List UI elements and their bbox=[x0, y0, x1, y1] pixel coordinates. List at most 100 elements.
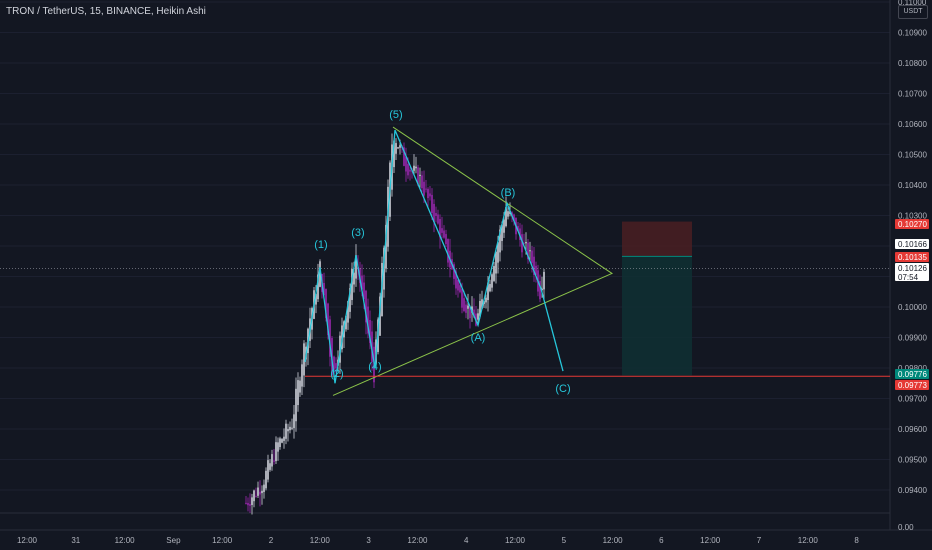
candle-body bbox=[489, 284, 491, 292]
candle bbox=[323, 272, 325, 297]
candle-body bbox=[447, 239, 449, 263]
candle-body bbox=[459, 285, 461, 293]
candle bbox=[275, 436, 277, 464]
candle bbox=[409, 166, 411, 181]
candle-body bbox=[521, 234, 523, 253]
candle-body bbox=[397, 147, 399, 149]
price-tag-bg bbox=[895, 239, 929, 249]
candle-body bbox=[287, 429, 289, 432]
candle-body bbox=[345, 315, 347, 330]
y-tick-label: 0.11000 bbox=[898, 0, 927, 7]
candle bbox=[457, 277, 459, 298]
candle-body bbox=[409, 169, 411, 172]
candle-body bbox=[315, 293, 317, 305]
candle bbox=[493, 262, 495, 283]
candle-body bbox=[433, 203, 435, 223]
candle bbox=[435, 206, 437, 223]
candle-body bbox=[291, 427, 293, 429]
price-tag-label: 0.10135 bbox=[898, 253, 927, 262]
candle-body bbox=[465, 304, 467, 313]
candle-body bbox=[543, 271, 545, 290]
candle-body bbox=[443, 230, 445, 238]
candle bbox=[249, 493, 251, 514]
y-tick-label: 0.09900 bbox=[898, 334, 927, 343]
candle-body bbox=[319, 261, 321, 287]
candle bbox=[303, 340, 305, 388]
y-tick-label: 0.10600 bbox=[898, 120, 927, 129]
x-tick-label: Sep bbox=[166, 536, 181, 545]
candle-body bbox=[277, 442, 279, 452]
x-tick-label: 12:00 bbox=[310, 536, 331, 545]
chart-title: TRON / TetherUS, 15, BINANCE, Heikin Ash… bbox=[6, 6, 206, 17]
candle-body bbox=[525, 242, 527, 244]
candle bbox=[273, 449, 275, 465]
candle-body bbox=[351, 268, 353, 300]
y-tick-label: 0.10900 bbox=[898, 29, 927, 38]
candle bbox=[259, 480, 261, 507]
currency-badge[interactable]: USDT bbox=[898, 5, 928, 19]
candle-body bbox=[249, 504, 251, 506]
wave-label: (5) bbox=[389, 109, 402, 121]
candle bbox=[369, 310, 371, 350]
candle-body bbox=[501, 224, 503, 241]
candle bbox=[469, 307, 471, 329]
candle bbox=[291, 418, 293, 431]
candle bbox=[527, 238, 529, 264]
y-tick-label: 0.09400 bbox=[898, 486, 927, 495]
candle-body bbox=[299, 380, 301, 393]
candle bbox=[477, 308, 479, 324]
candle bbox=[441, 216, 443, 239]
elliott-wave: (1) (2) (3) (4) (5) (A) (B) (C) bbox=[304, 109, 571, 395]
triangle-lines bbox=[332, 126, 614, 396]
candle-body bbox=[493, 266, 495, 281]
y-tick-label: 0.09500 bbox=[898, 456, 927, 465]
candle bbox=[427, 187, 429, 207]
candle-body bbox=[333, 356, 335, 370]
candle-body bbox=[269, 463, 271, 470]
candle bbox=[539, 274, 541, 303]
candle-body bbox=[507, 211, 509, 217]
candle-body bbox=[265, 470, 267, 489]
candle bbox=[255, 487, 257, 498]
candle-body bbox=[283, 436, 285, 441]
candle-body bbox=[477, 313, 479, 320]
candle bbox=[319, 259, 321, 288]
price-tag-current: 0.10135 bbox=[895, 252, 929, 262]
candle bbox=[425, 180, 427, 193]
x-tick-label: 3 bbox=[366, 536, 371, 545]
candle-body bbox=[297, 380, 299, 406]
candle bbox=[543, 269, 545, 301]
candle bbox=[429, 186, 431, 201]
candle-body bbox=[445, 234, 447, 244]
candle-body bbox=[255, 495, 257, 497]
candle-body bbox=[423, 181, 425, 196]
x-tick-label: 5 bbox=[562, 536, 567, 545]
candle-body bbox=[361, 275, 363, 290]
x-tick-label: 12:00 bbox=[17, 536, 38, 545]
candle bbox=[251, 493, 253, 515]
candle-body bbox=[541, 288, 543, 291]
candle-body bbox=[355, 255, 357, 279]
x-tick-label: 12:00 bbox=[505, 536, 526, 545]
price-tag-support: 0.09773 bbox=[895, 380, 929, 390]
price-tag-label: 0.10270 bbox=[898, 220, 927, 229]
candle bbox=[463, 290, 465, 313]
candle-body bbox=[439, 219, 441, 238]
price-tag-bg bbox=[895, 219, 929, 229]
candle bbox=[529, 241, 531, 262]
candle-body bbox=[467, 305, 469, 309]
candle bbox=[431, 188, 433, 220]
candle bbox=[491, 272, 493, 292]
candle-body bbox=[399, 145, 401, 148]
y-tick-label: 0.10500 bbox=[898, 151, 927, 160]
candle-body bbox=[425, 188, 427, 190]
price-tag-target: 0.09776 bbox=[895, 369, 929, 379]
candle-body bbox=[363, 282, 365, 300]
price-tag-label: 0.09773 bbox=[898, 381, 927, 390]
candle bbox=[279, 436, 281, 450]
candle-body bbox=[533, 256, 535, 275]
candle bbox=[415, 156, 417, 174]
candle-body bbox=[435, 213, 437, 216]
